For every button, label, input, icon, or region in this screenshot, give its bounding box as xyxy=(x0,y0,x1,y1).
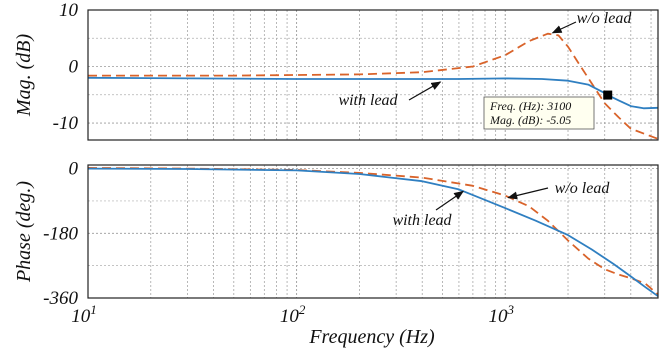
y-tick-label: -10 xyxy=(53,113,79,134)
annotation-arrow xyxy=(507,187,549,200)
y-axis-label: Phase (deg.) xyxy=(13,181,35,283)
series-line-with-lead xyxy=(88,76,658,110)
series-group xyxy=(88,167,658,297)
grid-lines xyxy=(87,165,658,298)
series-line-w-o-lead xyxy=(88,32,658,140)
y-tick-label: -180 xyxy=(43,223,78,244)
datatip-line: Mag. (dB): -5.05 xyxy=(489,113,571,127)
annotation-label: with lead xyxy=(338,92,398,109)
datatip-line: Freq. (Hz): 3100 xyxy=(489,99,571,113)
datatip-box xyxy=(483,96,595,130)
y-tick-label: -360 xyxy=(43,288,78,309)
x-tick-label: 101 xyxy=(71,302,97,327)
series-group xyxy=(88,32,658,140)
phase-panel: 0 -180 -360 Phase (deg.) w/o lead with lead 10… xyxy=(13,159,659,348)
annotation-label: w/o lead xyxy=(555,180,611,197)
annotation-arrow xyxy=(435,190,465,211)
annotation-arrow xyxy=(408,81,442,101)
y-axis-label: Mag. (dB) xyxy=(13,34,35,118)
x-tick-label: 102 xyxy=(280,302,306,327)
axes-frame xyxy=(87,9,659,141)
x-tick-label: 103 xyxy=(488,302,514,327)
series-line-with-lead xyxy=(88,167,658,297)
y-tick-label: 0 xyxy=(69,159,79,180)
axes-frame xyxy=(87,164,659,299)
grid-lines xyxy=(87,10,658,140)
annotation-arrow xyxy=(551,21,577,34)
annotation-label: w/o lead xyxy=(577,10,633,27)
y-tick-label: 10 xyxy=(59,0,79,21)
magnitude-panel: 10 0 -10 Mag. (dB) w/o lead with lead Freq. (H… xyxy=(13,0,659,141)
annotation-label: with lead xyxy=(392,212,452,229)
datatip-marker xyxy=(603,90,613,100)
x-axis-label: Frequency (Hz) xyxy=(308,326,435,348)
y-tick-label: 0 xyxy=(69,57,79,78)
